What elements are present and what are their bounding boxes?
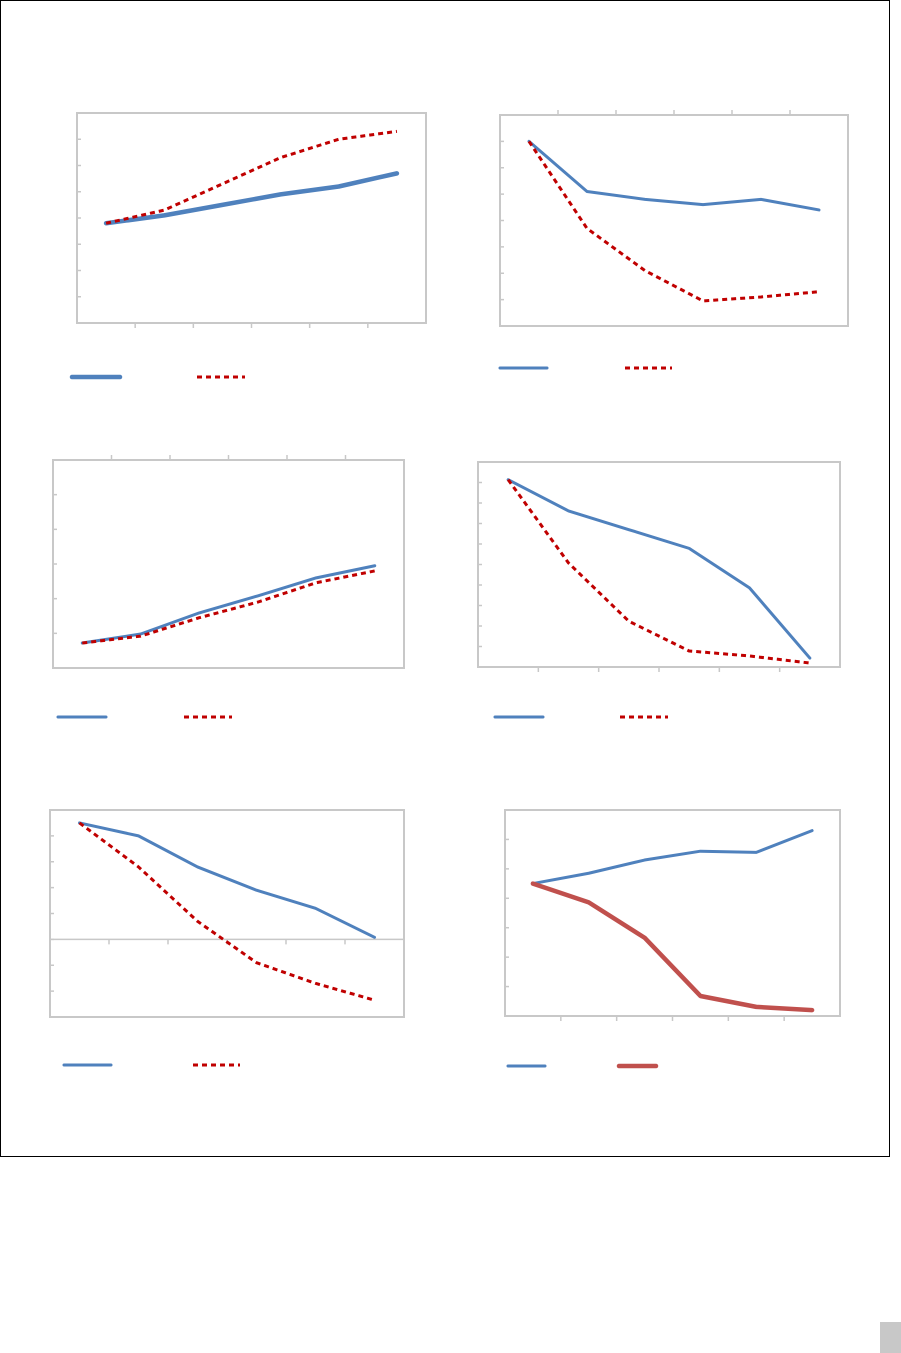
page-marker xyxy=(880,1322,901,1353)
chart-3 xyxy=(52,455,405,719)
chart-1 xyxy=(69,112,427,380)
series-line-2 xyxy=(78,821,375,1002)
series-line-1 xyxy=(531,829,814,886)
series-line-1 xyxy=(506,478,812,660)
series-line-2 xyxy=(506,478,811,665)
figure-frame xyxy=(0,0,890,1157)
chart-6 xyxy=(504,809,841,1069)
series-line-1 xyxy=(527,139,821,212)
chart-4 xyxy=(477,461,841,719)
plot-area xyxy=(52,459,405,669)
chart-5 xyxy=(49,809,405,1067)
series-line-1 xyxy=(80,564,377,645)
series-line-2 xyxy=(527,140,820,303)
series-line-2 xyxy=(105,129,398,225)
series-line-2 xyxy=(82,569,376,645)
chart-2 xyxy=(498,110,849,370)
series-line-1 xyxy=(103,171,400,226)
series-line-2 xyxy=(530,881,815,1013)
series-line-1 xyxy=(78,821,376,939)
